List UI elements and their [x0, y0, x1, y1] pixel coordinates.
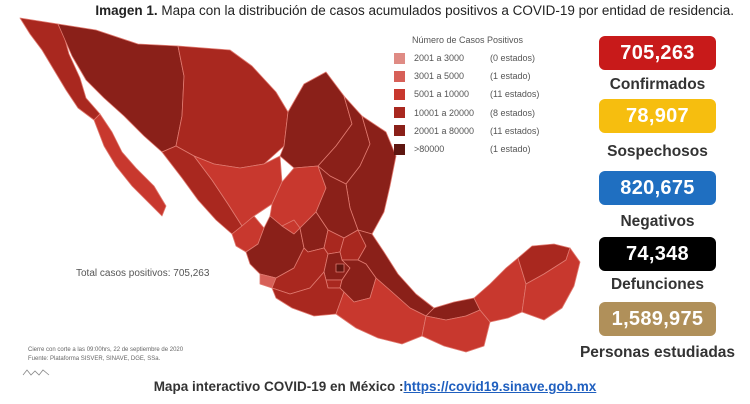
suspected-value-box: 78,907	[599, 99, 716, 133]
legend-range: 5001 a 10000	[414, 89, 470, 100]
legend-range: 10001 a 20000	[414, 107, 475, 118]
figure-title-text: Mapa con la distribución de casos acumul…	[161, 3, 734, 18]
legend-item: 5001 a 10000 (11 estados)	[394, 85, 544, 103]
figure-title: Imagen 1. Mapa con la distribución de ca…	[0, 3, 750, 18]
state-quintana-roo	[521, 247, 581, 321]
legend-range: >80000	[414, 144, 445, 155]
legend-swatch	[394, 70, 405, 82]
source-note-line: Fuente: Plataforma SISVER, SINAVE, DGE, …	[28, 356, 161, 362]
people-studied-value-box: 1,589,975	[599, 302, 716, 336]
legend-swatch	[394, 107, 405, 119]
legend-item: >80000 (1 estado)	[394, 140, 544, 158]
agency-logo-icon	[22, 369, 50, 376]
legend-count: (1 estado)	[490, 71, 531, 82]
footer: Mapa interactivo COVID-19 en México :htt…	[0, 379, 750, 394]
legend-swatch	[394, 125, 405, 137]
legend-range: 3001 a 5000	[414, 71, 465, 82]
source-note: Cierre con corte a las 09:00hrs, 22 de s…	[28, 346, 183, 364]
state-cdmx	[335, 263, 345, 273]
legend-count: (0 estados)	[490, 53, 536, 64]
legend-item: 20001 a 80000 (11 estados)	[394, 122, 544, 140]
confirmed-label: Confirmados	[609, 76, 706, 93]
legend-item: 2001 a 3000 (0 estados)	[394, 49, 544, 67]
state-chihuahua	[175, 45, 289, 169]
figure-title-lead: Imagen 1.	[95, 3, 158, 18]
deaths-value-box: 74,348	[599, 237, 716, 271]
people-studied-label: Personas estudiadas	[579, 344, 736, 361]
legend-count: (8 estados)	[490, 107, 536, 118]
mexico-map	[19, 17, 581, 353]
suspected-label: Sospechosos	[607, 143, 708, 160]
legend-range: 20001 a 80000	[414, 125, 475, 136]
legend-range: 2001 a 3000	[414, 53, 465, 64]
state-morelos	[325, 279, 343, 289]
legend-swatch	[394, 88, 405, 100]
legend-item: 10001 a 20000 (8 estados)	[394, 104, 544, 122]
negative-value-box: 820,675	[599, 171, 716, 205]
legend-count: (11 estados)	[490, 125, 540, 136]
interactive-map-link[interactable]: https://covid19.sinave.gob.mx	[403, 379, 597, 394]
total-cases-note: Total casos positivos: 705,263	[76, 268, 210, 279]
source-note-line: Cierre con corte a las 09:00hrs, 22 de s…	[28, 347, 184, 353]
legend-count: (11 estados)	[490, 89, 540, 100]
state-guerrero	[271, 271, 345, 317]
state-baja-california-sur	[93, 113, 167, 217]
negative-label: Negativos	[620, 213, 695, 230]
confirmed-value-box: 705,263	[599, 36, 716, 70]
deaths-label: Defunciones	[610, 276, 704, 293]
legend-count: (1 estado)	[490, 144, 531, 155]
legend-title: Número de Casos Positivos	[412, 35, 524, 45]
legend-swatch	[394, 143, 405, 155]
legend-swatch	[394, 52, 405, 64]
state-campeche	[473, 257, 527, 323]
map-legend: Número de Casos Positivos 2001 a 3000 (0…	[394, 35, 544, 158]
legend-item: 3001 a 5000 (1 estado)	[394, 67, 544, 85]
footer-text: Mapa interactivo COVID-19 en México :	[153, 379, 404, 394]
